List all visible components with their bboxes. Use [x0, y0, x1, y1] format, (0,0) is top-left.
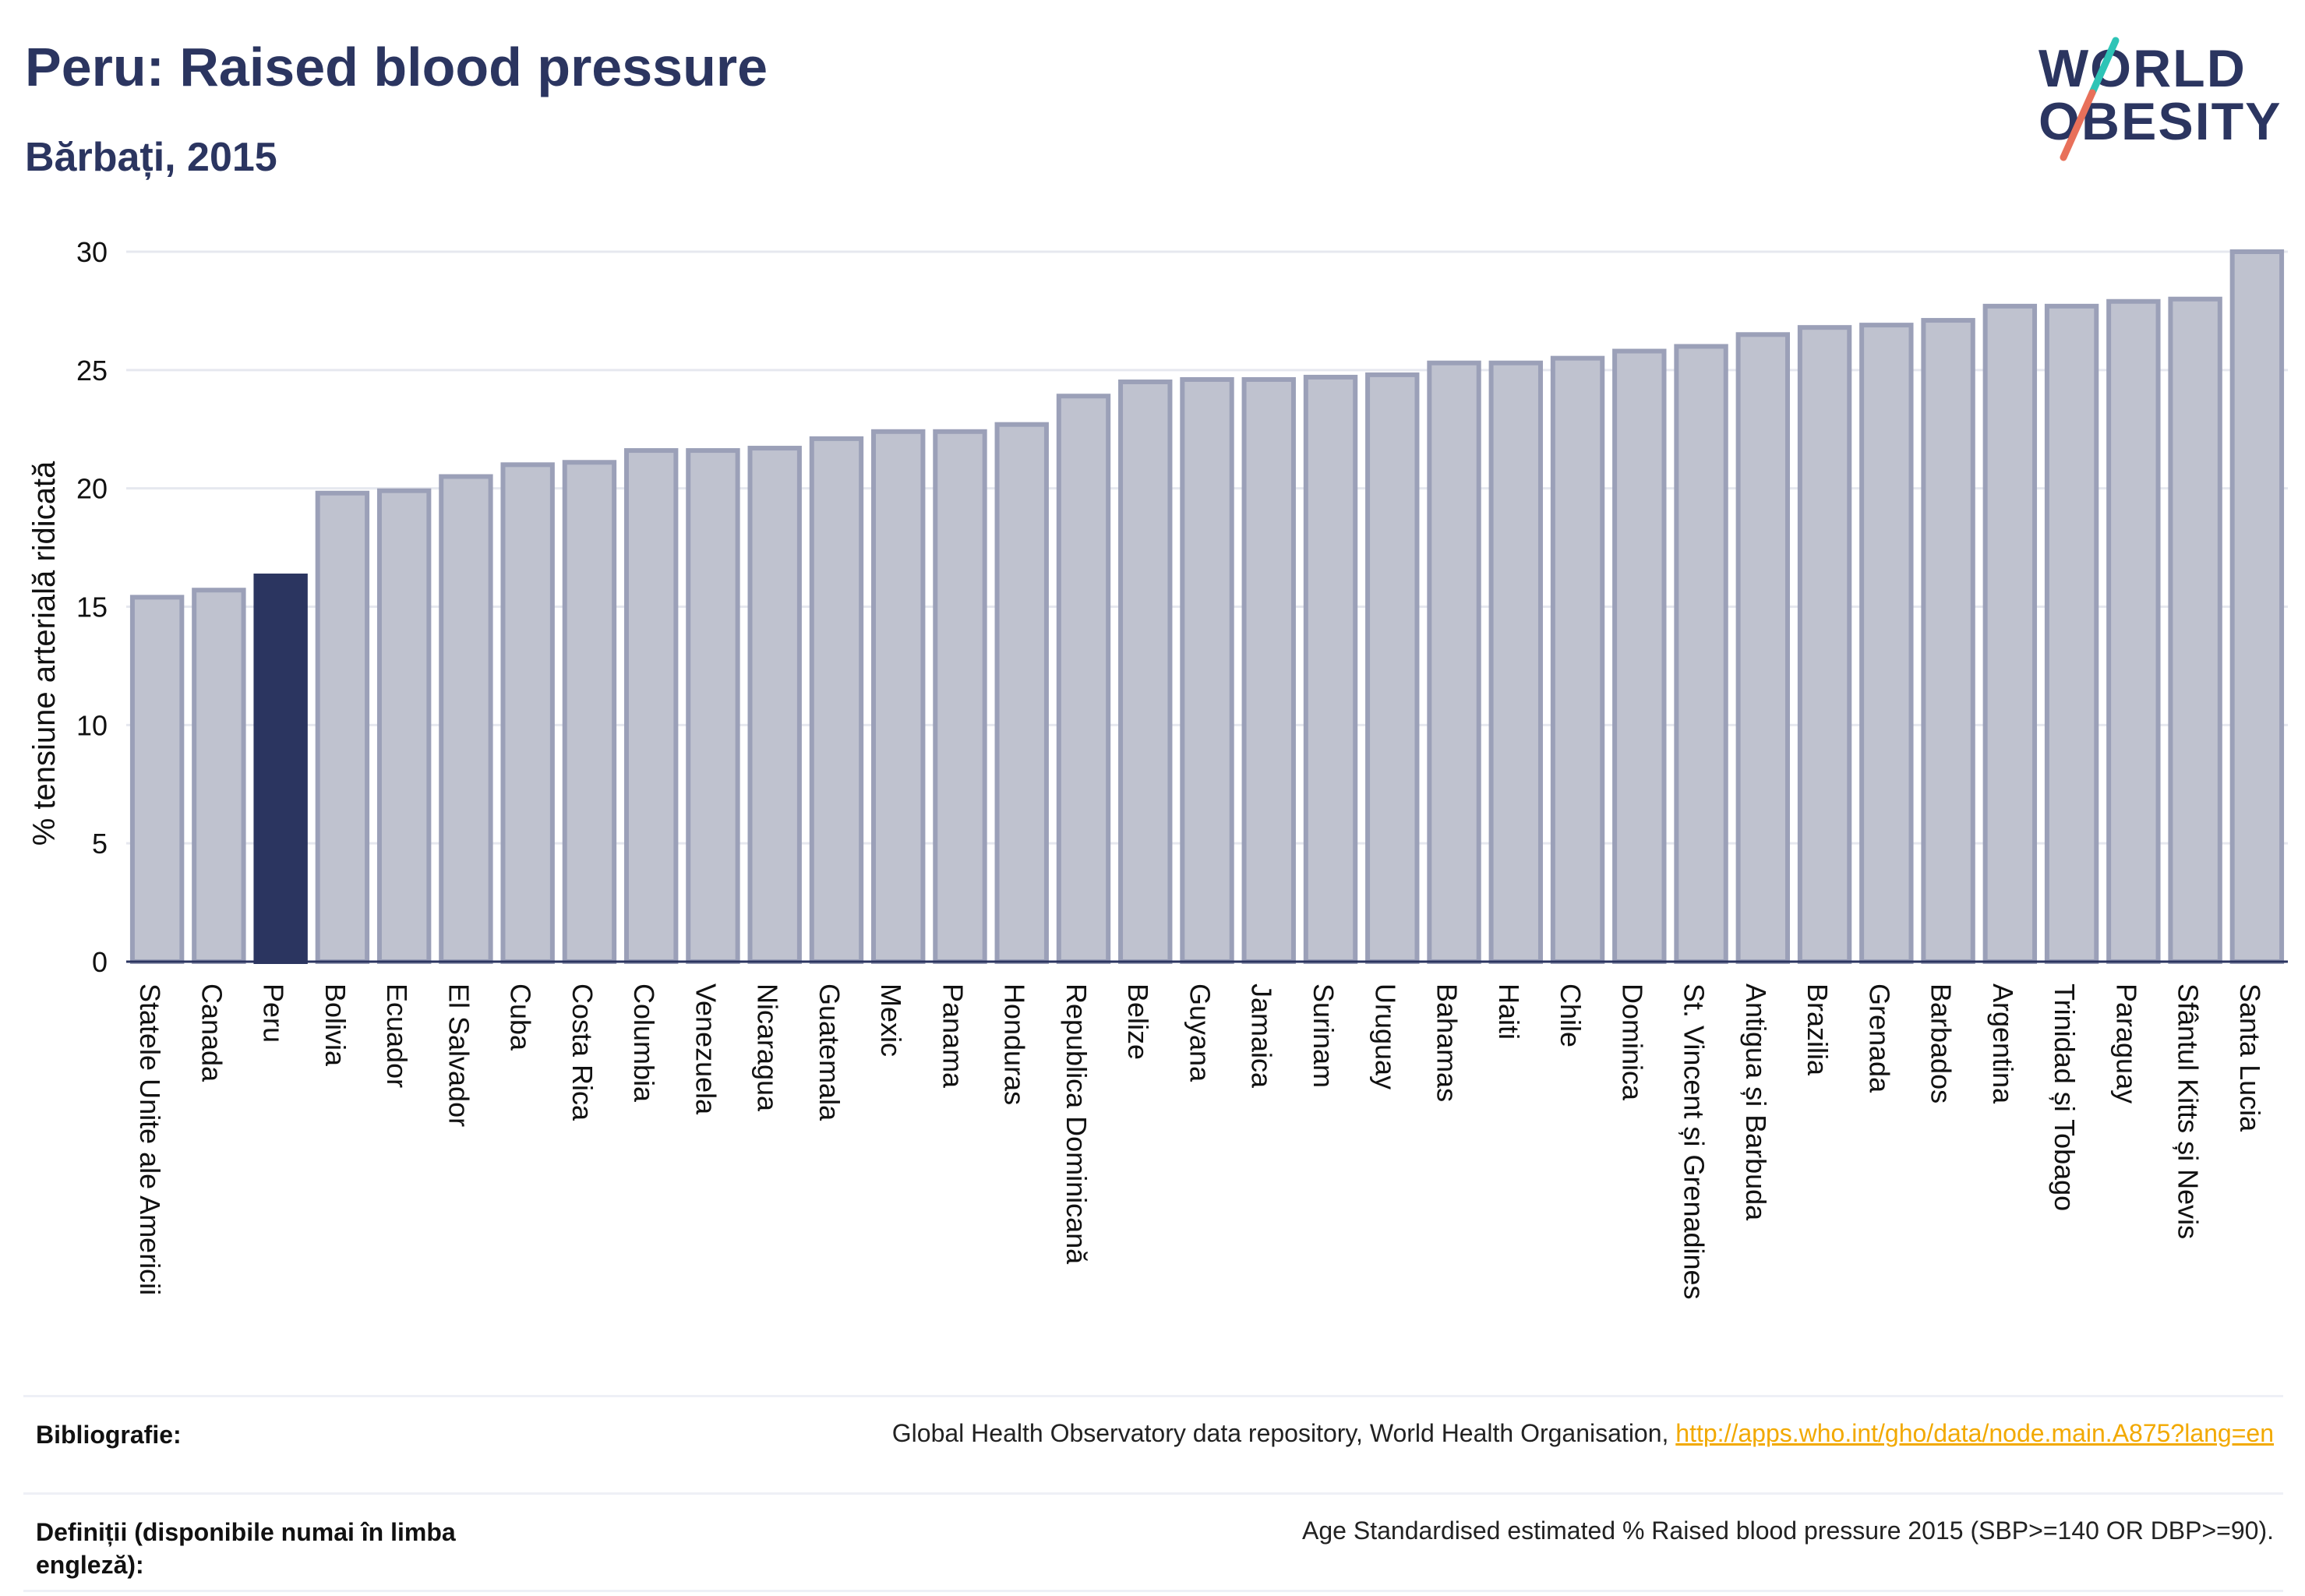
x-tick-label: Argentina [1987, 983, 2019, 1104]
bar-bahamas[interactable] [1427, 360, 1481, 964]
x-tick-label: Dominica [1616, 983, 1648, 1101]
bar-venezuela[interactable] [686, 448, 740, 964]
bar-chile[interactable] [1550, 355, 1605, 964]
x-tick-label: Bolivia [319, 983, 351, 1067]
x-tick-label: Haiti [1493, 983, 1525, 1040]
logo-line-1: WORLD [2038, 39, 2247, 98]
bibliography-text: Global Health Observatory data repositor… [891, 1419, 1669, 1447]
x-tick-label: Guyana [1184, 983, 1216, 1082]
bar-peru[interactable] [253, 574, 308, 964]
x-tick-label: Mexic [875, 983, 907, 1057]
y-tick-label: 15 [76, 591, 108, 623]
bar-surinam[interactable] [1303, 374, 1358, 964]
bar-cuba[interactable] [500, 462, 555, 964]
bar-honduras[interactable] [994, 422, 1049, 964]
bar-brazilia[interactable] [1797, 325, 1852, 964]
x-tick-label: Grenada [1863, 983, 1895, 1093]
page-subtitle: Bărbați, 2015 [25, 135, 277, 180]
x-tick-label: Republica Dominicană [1061, 983, 1092, 1265]
x-tick-label: Santa Lucia [2234, 983, 2266, 1132]
x-tick-label: Canada [196, 983, 228, 1082]
bar-grenada[interactable] [1859, 323, 1914, 965]
definitions-value: Age Standardised estimated % Raised bloo… [1302, 1517, 2274, 1545]
bar-antigua-i-barbuda[interactable] [1735, 332, 1791, 965]
bar-bolivia[interactable] [315, 490, 370, 964]
logo-slash-icon [2060, 37, 2120, 161]
y-tick-label: 0 [92, 946, 108, 978]
bar-nicaragua[interactable] [747, 446, 802, 964]
bar-paraguay[interactable] [2106, 298, 2161, 964]
x-tick-label: Jamaica [1246, 983, 1278, 1089]
bar-haiti[interactable] [1488, 360, 1543, 964]
x-tick-label: St. Vincent și Grenadines [1678, 983, 1710, 1300]
bar-ecuador[interactable] [376, 488, 432, 965]
x-tick-label: Antigua și Barbuda [1740, 983, 1772, 1221]
x-tick-label: Trinidad și Tobago [2049, 983, 2081, 1211]
x-tick-label: El Salvador [443, 983, 475, 1127]
x-tick-label: Paraguay [2110, 983, 2142, 1103]
page-title: Peru: Raised blood pressure [25, 37, 768, 97]
x-tick-label: Honduras [999, 983, 1031, 1105]
x-tick-label: Chile [1555, 983, 1587, 1047]
bar-sf-ntul-kitts-i-nevis[interactable] [2168, 296, 2222, 964]
bar-barbados[interactable] [1921, 318, 1975, 964]
x-tick-label: Cuba [505, 983, 537, 1051]
y-axis-title: % tensiune arterială ridicată [27, 461, 62, 846]
x-axis-tick-labels: Statele Unite ale Americii Canada Peru Boli… [134, 983, 2266, 1300]
x-tick-label: Barbados [1926, 983, 1957, 1103]
bar-uruguay[interactable] [1365, 372, 1420, 964]
y-tick-label: 25 [76, 355, 108, 387]
x-tick-label: Venezuela [690, 983, 722, 1115]
bar-dominica[interactable] [1612, 348, 1667, 965]
bar-belize[interactable] [1118, 380, 1173, 964]
bar-jamaica[interactable] [1241, 376, 1296, 965]
x-tick-label: Ecuador [381, 983, 413, 1088]
bar-el-salvador[interactable] [439, 474, 493, 964]
x-tick-label: Brazilia [1802, 983, 1834, 1076]
bibliography-row: Bibliografie: Global Health Observatory … [23, 1395, 2283, 1492]
y-axis-tick-labels: 0 5 10 15 20 25 30 [76, 236, 108, 978]
bar-argentina[interactable] [1982, 303, 2038, 965]
bar-statele-unite-ale-americii[interactable] [129, 595, 185, 964]
bar-st-vincent-i-grenadines[interactable] [1674, 344, 1728, 964]
x-tick-label: Sfântul Kitts și Nevis [2173, 983, 2204, 1239]
x-tick-label: Surinam [1308, 983, 1340, 1088]
y-tick-label: 30 [76, 236, 108, 268]
definitions-row: Definiții (disponibile numai în limba en… [23, 1492, 2283, 1592]
bars [129, 249, 2285, 965]
bar-santa-lucia[interactable] [2229, 249, 2285, 964]
bar-trinidad-i-tobago[interactable] [2044, 303, 2099, 965]
bar-columbia[interactable] [623, 448, 679, 964]
definitions-label: Definiții (disponibile numai în limba en… [36, 1518, 456, 1579]
y-tick-label: 10 [76, 709, 108, 741]
bar-canada[interactable] [192, 588, 246, 964]
x-tick-label: Peru [258, 983, 290, 1043]
bar-mexic[interactable] [871, 429, 926, 964]
bar-costa-rica[interactable] [562, 460, 617, 965]
y-tick-label: 20 [76, 473, 108, 505]
x-tick-label: Panama [937, 983, 969, 1089]
bar-panama[interactable] [933, 429, 987, 964]
x-tick-label: Nicaragua [752, 983, 784, 1112]
bar-guatemala[interactable] [809, 436, 864, 964]
x-tick-label: Statele Unite ale Americii [134, 983, 166, 1295]
bar-republica-dominican-[interactable] [1056, 394, 1111, 964]
bibliography-label: Bibliografie: [36, 1421, 182, 1449]
x-tick-label: Guatemala [814, 983, 845, 1121]
x-tick-label: Bahamas [1431, 983, 1463, 1102]
x-tick-label: Uruguay [1369, 983, 1401, 1089]
x-tick-label: Columbia [628, 983, 660, 1103]
bar-guyana[interactable] [1180, 376, 1234, 965]
bibliography-value: Global Health Observatory data repositor… [892, 1419, 2274, 1448]
bibliography-link[interactable]: http://apps.who.int/gho/data/node.main.A… [1675, 1419, 2274, 1447]
x-tick-label: Belize [1122, 983, 1154, 1060]
world-obesity-logo: WORLD OBESITY [2026, 34, 2291, 175]
bar-chart: 0 5 10 15 20 25 30 Statele Unite ale Americii C… [27, 236, 2288, 1300]
y-tick-label: 5 [92, 828, 108, 860]
references-table: Bibliografie: Global Health Observatory … [23, 1395, 2283, 1592]
x-tick-label: Costa Rica [567, 983, 598, 1121]
